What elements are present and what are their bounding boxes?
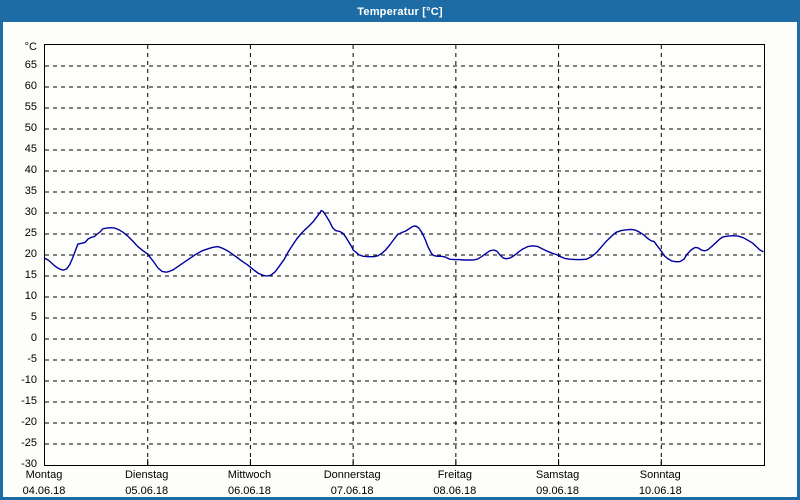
y-tick-label-5: 5 [30, 310, 37, 323]
weekday-label: Freitag [437, 469, 472, 481]
y-tick-label--15: -15 [21, 394, 37, 407]
y-tick-label-40: 40 [24, 163, 37, 176]
weekday-label: Donnerstag [323, 469, 381, 481]
y-tick-label--10: -10 [21, 373, 37, 386]
y-tick-label-30: 30 [24, 205, 37, 218]
y-tick-label-20: 20 [24, 247, 37, 260]
x-day-label-freitag: Freitag 08.06.18 [433, 469, 476, 497]
x-day-label-sonntag: Sonntag 10.06.18 [639, 469, 682, 497]
window-title: Temperatur [°C] [357, 6, 443, 18]
weekday-label: Mittwoch [227, 469, 272, 481]
x-day-label-dienstag: Dienstag 05.06.18 [125, 469, 168, 497]
y-tick-label-35: 35 [24, 184, 37, 197]
date-label: 04.06.18 [22, 485, 66, 497]
y-tick-label-45: 45 [24, 142, 37, 155]
weekday-label: Montag [25, 469, 63, 481]
date-label: 09.06.18 [536, 485, 579, 497]
x-axis-labels: Montag 04.06.18 Dienstag 05.06.18 Mittwoch 06… [3, 469, 797, 497]
temperature-line [45, 209, 764, 277]
x-day-label-samstag: Samstag 09.06.18 [536, 469, 579, 497]
y-tick-label-60: 60 [24, 79, 37, 92]
y-axis-unit-label: °C [24, 41, 37, 53]
y-tick-label-50: 50 [24, 121, 37, 134]
y-tick-label-0: 0 [30, 331, 37, 344]
date-label: 05.06.18 [125, 485, 169, 497]
date-label: 08.06.18 [433, 485, 477, 497]
x-day-label-montag: Montag 04.06.18 [23, 469, 66, 497]
y-axis-labels: °C 65 60 55 50 45 40 35 30 25 20 15 10 5 0 -5 -10 -15 -20… [3, 41, 39, 470]
x-day-label-mittwoch: Mittwoch 06.06.18 [228, 469, 271, 497]
y-tick-label--5: -5 [27, 352, 37, 365]
y-tick-label-15: 15 [24, 268, 37, 281]
y-tick-label-10: 10 [24, 289, 37, 302]
y-tick-label--20: -20 [21, 415, 37, 428]
y-tick-label-65: 65 [24, 58, 37, 71]
weekday-label: Samstag [535, 469, 580, 481]
date-label: 06.06.18 [228, 485, 271, 497]
y-tick-label--25: -25 [21, 436, 37, 449]
date-label: 10.06.18 [638, 485, 682, 497]
window-titlebar[interactable]: Temperatur [°C] [3, 3, 797, 22]
y-tick-label--30: -30 [21, 457, 37, 470]
temperature-chart [45, 45, 764, 465]
x-day-label-donnerstag: Donnerstag 07.06.18 [324, 469, 381, 497]
date-label: 07.06.18 [330, 485, 374, 497]
weekday-label: Sonntag [639, 469, 681, 481]
y-tick-label-55: 55 [24, 100, 37, 113]
chart-plot-area [44, 44, 765, 466]
weekday-label: Dienstag [124, 469, 169, 481]
y-tick-label-25: 25 [24, 226, 37, 239]
